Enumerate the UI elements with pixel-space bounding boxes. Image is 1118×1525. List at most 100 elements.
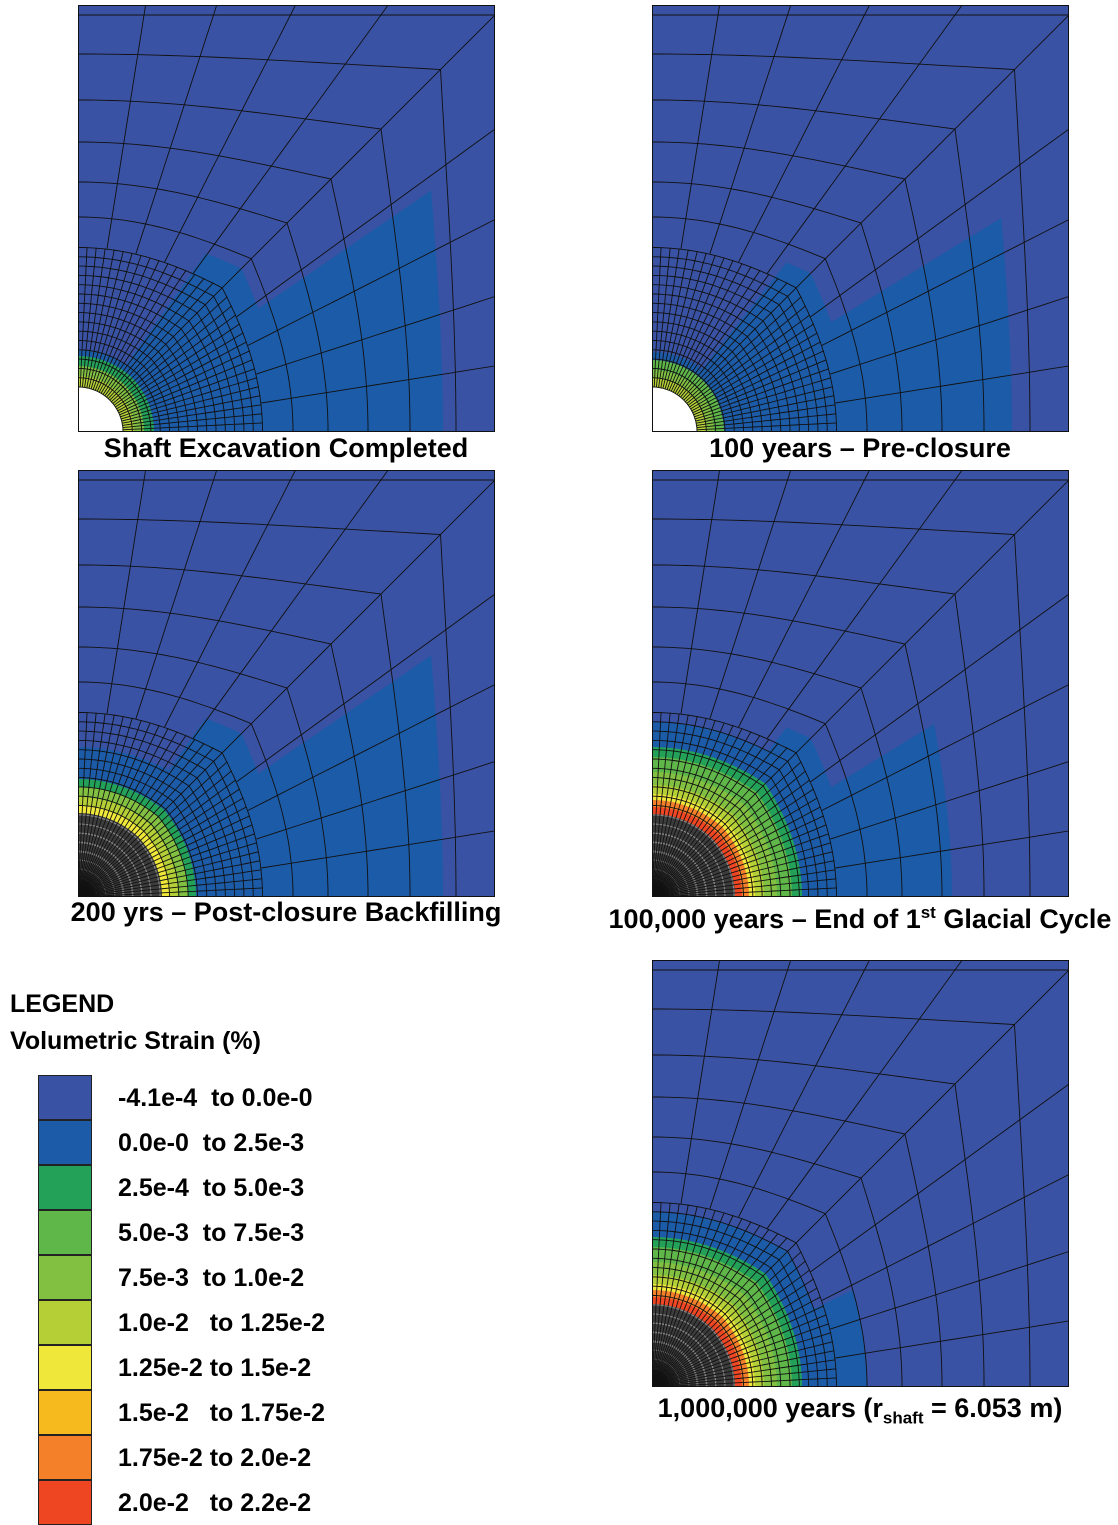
shaft-hole [78,387,123,432]
mesh-line [100,731,178,859]
mesh-line [104,273,196,397]
caption: Shaft Excavation Completed [36,434,536,463]
mesh-line [687,779,811,871]
mesh-line [684,761,802,868]
mesh-line [106,470,147,714]
mesh-line [709,5,792,254]
legend-label: 7.5e-3 to 1.0e-2 [118,1264,305,1292]
mesh-line [686,305,806,404]
legend-swatch [38,1435,92,1480]
mesh-line [107,747,214,865]
caption-text: 200 yrs – Post-closure Backfilling [70,897,502,927]
mesh-line [680,470,721,714]
mesh-line [102,734,187,860]
mesh-line [120,377,258,420]
mesh-line [690,1287,818,1365]
mesh-line [670,1215,734,1347]
mesh-line [117,806,247,877]
mesh-line [696,1368,837,1384]
mesh-line [738,470,871,728]
mesh-line [835,365,1069,404]
legend-label: -4.1e-4 to 0.0e-0 [118,1084,313,1112]
legend-label: 2.5e-4 to 5.0e-3 [118,1174,305,1202]
panel-frame [78,5,495,432]
mesh-line [694,842,832,885]
mesh-line [110,761,228,868]
mesh-line [672,263,743,393]
mesh-line [683,286,798,401]
mesh-line [135,470,218,719]
mesh-line [821,1174,1069,1301]
mesh-line [86,714,115,853]
mesh-line [653,712,662,853]
caption-text: Glacial Cycle [935,904,1112,934]
mesh-line [92,254,142,390]
mesh-line [810,128,1069,318]
mesh-line [696,404,836,426]
mesh-line [830,1250,1069,1330]
mesh-line [112,770,232,869]
caption-text: Shaft Excavation Completed [103,433,469,463]
mesh-line [796,479,1069,753]
mesh-line [674,1221,752,1349]
mesh-line [680,278,779,398]
panel-frame [652,470,1069,897]
mesh-line [655,1202,671,1343]
mesh-line [652,969,1069,1387]
mesh-line [81,712,97,853]
caption: 200 yrs – Post-closure Backfilling [36,898,536,927]
caption-sup: st [920,903,936,922]
mesh-line [830,295,1069,375]
mesh-line [122,422,263,431]
mesh-line [684,296,802,403]
legend-swatch [38,1390,92,1435]
mesh-line [695,386,834,422]
mesh-line [122,860,261,889]
mesh-line [810,1083,1069,1273]
mesh-line [662,715,698,854]
mesh-line [680,1233,779,1353]
mesh-line [664,252,707,390]
mesh-line [676,734,761,860]
legend-title: LEGEND [10,990,115,1018]
mesh-line [222,479,495,753]
shaft-hole [652,387,697,432]
mesh-line [122,395,261,424]
mesh-line [660,1204,689,1343]
legend-swatch [38,1165,92,1210]
mesh-line [653,247,662,388]
mesh-line [676,269,761,395]
mesh-line [655,247,671,388]
mesh-line [680,5,721,249]
mesh-line [696,887,837,896]
mesh-line [652,386,698,432]
mesh-line [236,128,495,318]
mesh-line [86,249,115,388]
mesh-line [88,715,124,854]
legend-label: 1.25e-2 to 1.5e-2 [118,1354,312,1382]
contour-plot [652,960,1069,1387]
caption-text: 100,000 years – End of 1 [608,904,921,934]
mesh-line [110,296,228,403]
mesh-line [684,1251,802,1358]
mesh-line [796,14,1069,288]
mesh-line [691,1296,821,1367]
mesh-line [662,250,698,389]
mesh-line [653,1202,662,1343]
mesh-line [738,5,871,263]
mesh-line [672,1218,743,1348]
mesh-line [666,1209,716,1345]
mesh-line [681,282,788,400]
mesh-line [122,869,262,891]
mesh-line [78,479,495,897]
mesh-line [78,386,124,432]
legend-swatch [38,1345,92,1390]
mesh-line [709,470,792,719]
mesh-line [683,751,798,866]
mesh-line [192,5,389,274]
mesh-line [122,404,262,426]
mesh-line [696,422,837,431]
mesh-line [109,751,224,866]
mesh-line [79,712,88,853]
